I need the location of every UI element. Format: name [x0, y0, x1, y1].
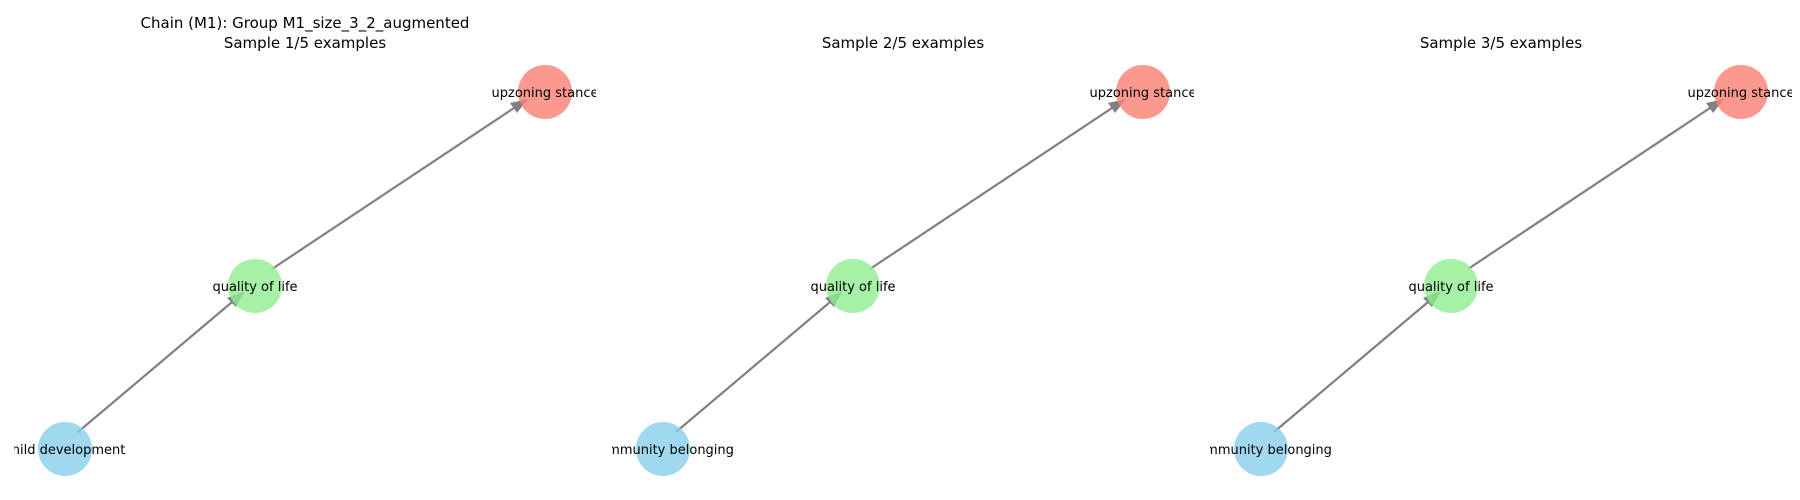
- panel-title: Sample 3/5 examples: [1420, 34, 1582, 52]
- node-source: [1234, 422, 1288, 476]
- node-target: [518, 65, 572, 119]
- panel-sample-1: Sample 1/5 examples child development qu…: [5, 34, 599, 476]
- panel-title: Sample 2/5 examples: [822, 34, 984, 52]
- panel-sample-2: Sample 2/5 examples community belonging …: [592, 34, 1197, 476]
- panel-sample-3: Sample 3/5 examples community belonging …: [1190, 34, 1795, 476]
- figure-main-title: Chain (M1): Group M1_size_3_2_augmented: [141, 14, 470, 33]
- node-source-label: community belonging: [592, 443, 734, 458]
- panel-title: Sample 1/5 examples: [224, 34, 386, 52]
- node-source-label: community belonging: [1190, 443, 1332, 458]
- node-mediator: [228, 259, 282, 313]
- node-mediator-label: quality of life: [212, 280, 297, 295]
- node-target-label: upzoning stance: [1688, 86, 1795, 101]
- edge-mediator-to-target: [869, 103, 1119, 270]
- edge-mediator-to-target: [1467, 103, 1717, 270]
- node-target-label: upzoning stance: [492, 86, 599, 101]
- edge-source-to-mediator: [77, 296, 239, 433]
- edge-mediator-to-target: [271, 103, 521, 270]
- node-source-label: child development: [5, 443, 126, 458]
- node-mediator: [1424, 259, 1478, 313]
- node-target-label: upzoning stance: [1090, 86, 1197, 101]
- edge-source-to-mediator: [675, 296, 837, 433]
- node-target: [1714, 65, 1768, 119]
- node-mediator-label: quality of life: [1408, 280, 1493, 295]
- node-mediator-label: quality of life: [810, 280, 895, 295]
- node-mediator: [826, 259, 880, 313]
- node-source: [38, 422, 92, 476]
- edge-source-to-mediator: [1273, 296, 1435, 433]
- node-source: [636, 422, 690, 476]
- node-target: [1116, 65, 1170, 119]
